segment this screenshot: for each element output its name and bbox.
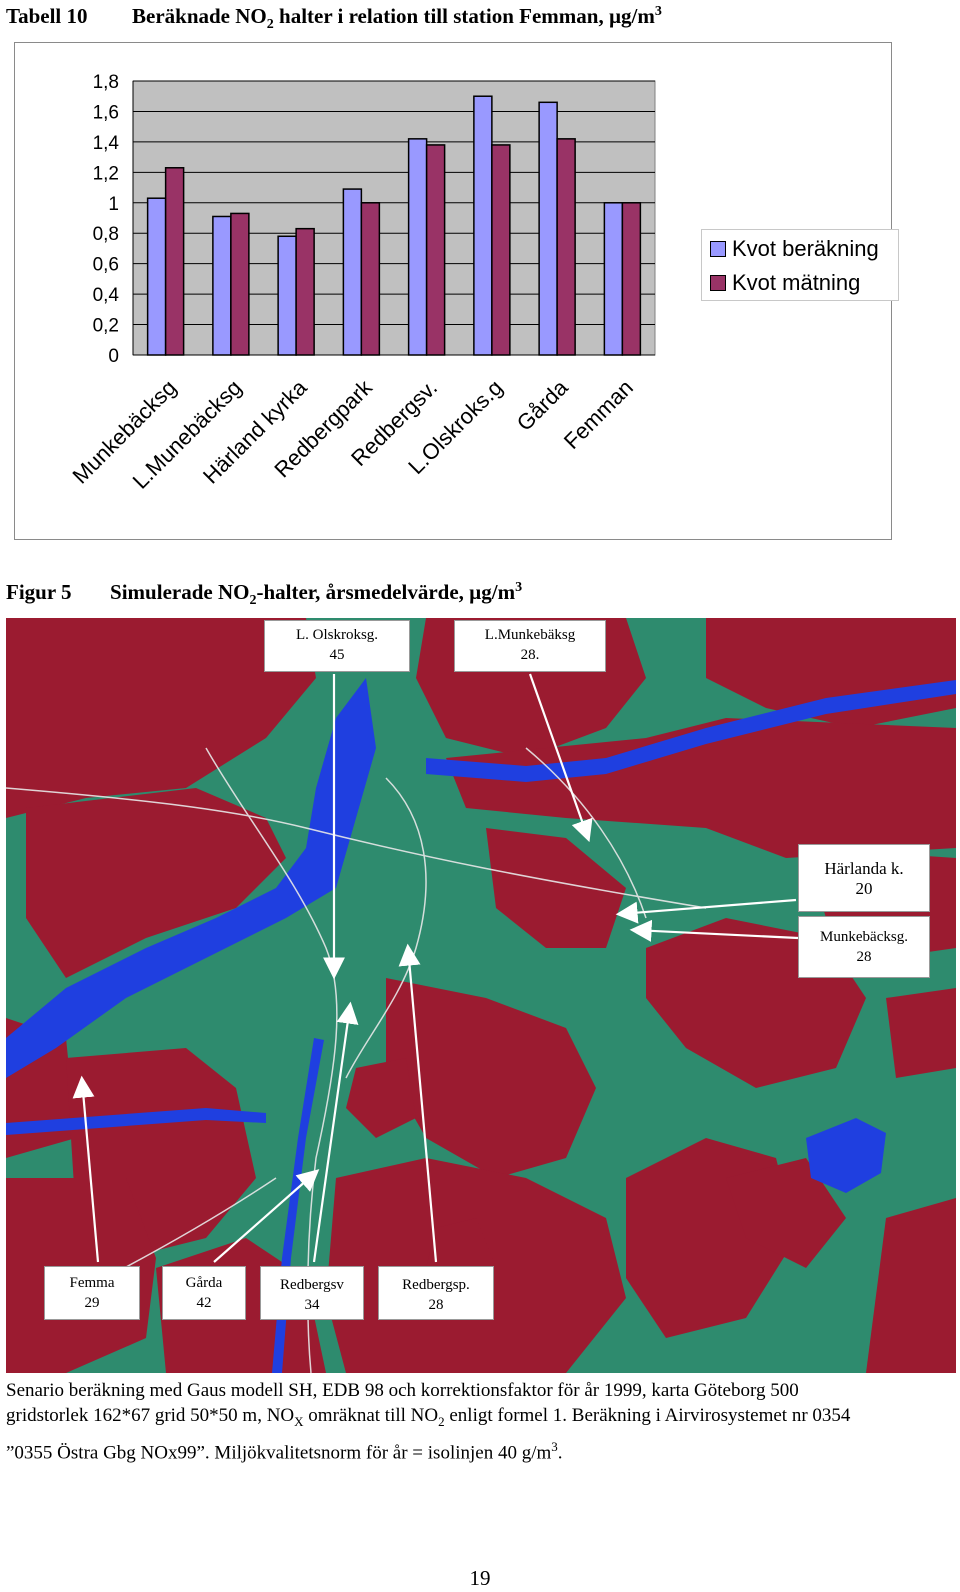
bar-matning [295,227,315,356]
x-category-label: Femman [559,375,638,454]
legend-swatch-berakning [710,241,726,257]
y-tick-label: 1,8 [93,72,119,93]
y-tick-label: 1,6 [93,102,119,123]
bar-matning [230,212,250,356]
figure-title: Simulerade NO2-halter, årsmedelvärde, µg… [110,580,523,609]
bar-berakning [603,202,624,356]
map-label-harlanda-k: Härlanda k. 20 [798,844,930,912]
table-number: Tabell 10 [6,4,88,28]
legend-item-kvot-berakning: Kvot beräkning [710,236,879,262]
y-tick-label: 0 [108,346,119,367]
bar-matning [425,144,446,356]
map-label-redbergsv: Redbergsv 34 [260,1266,364,1320]
map-label-garda: Gårda 42 [162,1266,246,1320]
bar-chart: 0 0,2 0,4 0,6 0,8 1 1,2 1,4 1,6 1,8 Munkebäcksg L.M… [14,42,899,540]
y-tick-label: 0,8 [93,224,119,245]
bar-matning [491,144,511,356]
caption-line-1: Senario beräkning med Gaus modell SH, ED… [6,1380,799,1401]
y-tick-label: 1 [108,194,119,215]
map-label-redbergsp: Redbergsp. 28 [378,1266,494,1320]
y-tick-label: 0,6 [93,255,119,276]
legend-item-kvot-matning: Kvot mätning [710,270,860,296]
map-caption: Senario beräkning med Gaus modell SH, ED… [6,1378,956,1465]
plot-area [132,80,656,356]
map-label-femma: Femma 29 [44,1266,140,1320]
bar-matning [556,138,576,356]
bar-berakning [407,138,428,356]
legend-label-berakning: Kvot beräkning [732,236,879,261]
legend-label-matning: Kvot mätning [732,270,861,295]
bar-berakning [538,101,558,356]
caption-line-3: ”0355 Östra Gbg NOx99”. Miljökvalitetsno… [6,1438,563,1464]
bar-berakning [473,95,493,356]
bar-berakning [277,235,297,356]
map-arrows [72,673,799,1263]
bar-berakning [212,215,232,356]
figure-number: Figur 5 [6,580,72,604]
no2-simulation-map: L. Olskroksg. 45 L.Munkebäksg 28. Härlanda… [6,618,956,1373]
y-tick-label: 0,2 [93,316,119,337]
caption-line-2: gridstorlek 162*67 grid 50*50 m, NOX omr… [6,1405,851,1429]
bar-matning [164,167,185,356]
bar-berakning [342,188,363,356]
map-label-munkebacksg: Munkebäcksg. 28 [798,916,930,978]
legend-swatch-matning [710,275,726,291]
y-tick-label: 1,4 [93,133,120,154]
map-label-l-munkebaksg: L.Munkebäksg 28. [454,620,606,672]
table-heading: Tabell 10 Beräknade NO2 halter i relatio… [6,4,662,33]
bar-matning [360,202,381,356]
bar-chart-canvas: 00,20,40,60,811,21,41,61,8MunkebäcksgL.M… [67,72,656,494]
table-title: Beräknade NO2 halter i relation till sta… [132,4,662,33]
figure-heading: Figur 5 Simulerade NO2-halter, årsmedelv… [6,580,522,609]
bar-matning [621,202,642,356]
map-label-l-olskroksg: L. Olskroksg. 45 [264,620,410,672]
y-tick-label: 0,4 [93,285,120,306]
x-category-label: Gårda [512,374,573,435]
chart-legend: Kvot beräkning Kvot mätning [701,229,899,301]
bar-berakning [146,197,167,356]
y-tick-label: 1,2 [93,163,119,184]
page-number: 19 [469,1566,491,1590]
